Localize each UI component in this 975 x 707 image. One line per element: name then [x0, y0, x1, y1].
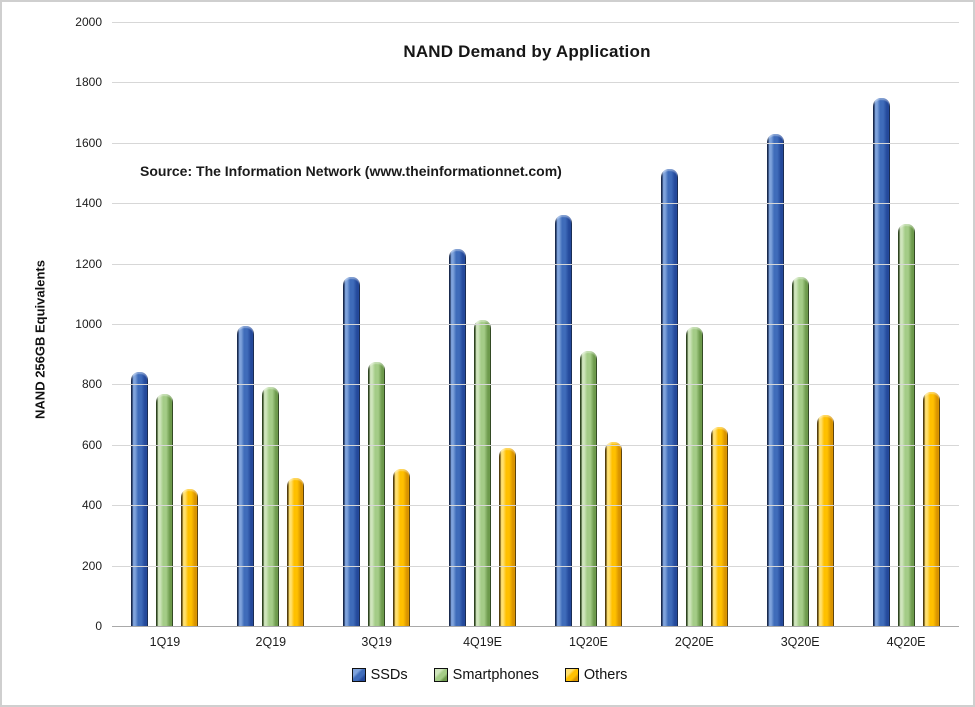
gridline [112, 22, 959, 23]
bar-others-4q19e [499, 447, 517, 626]
bar-group-3q19 [324, 22, 430, 626]
plot-area [112, 22, 959, 627]
x-tick-label-3q20e: 3Q20E [780, 635, 820, 649]
y-tick-label: 1600 [75, 135, 102, 150]
bar-others-1q19 [181, 488, 199, 626]
bar-ssds-4q19e [449, 248, 467, 626]
bar-smartphones-2q20e [685, 327, 703, 626]
x-tick-label-2q19: 2Q19 [255, 635, 287, 649]
y-tick-label: 200 [81, 558, 102, 573]
x-tick-label-1q19: 1Q19 [149, 635, 181, 649]
bar-group-4q19e [430, 22, 536, 626]
bar-smartphones-3q20e [791, 277, 809, 626]
chart-title: NAND Demand by Application [403, 42, 651, 61]
legend-item-others: Others [564, 667, 628, 683]
x-tick-label-1q20e: 1Q20E [568, 635, 608, 649]
y-tick-label: 0 [95, 619, 102, 633]
x-tick-label-4q20e: 4Q20E [886, 635, 926, 649]
bar-smartphones-1q20e [579, 351, 597, 626]
bar-group-3q20e [747, 22, 853, 626]
gridline [112, 203, 959, 205]
gridline [112, 444, 959, 446]
legend-marker-ssds-icon [351, 668, 366, 682]
bar-group-2q20e [641, 22, 747, 626]
bar-smartphones-4q19e [474, 319, 492, 626]
x-axis-labels: 1Q19 2Q19 3Q19 4Q19E 1Q20E 2Q20E 3Q20E 4Q20E [112, 635, 959, 649]
gridline [112, 82, 959, 84]
legend-marker-smartphones-icon [433, 668, 448, 682]
legend: SSDs Smartphones Others [2, 667, 973, 683]
y-tick-label: 1000 [75, 317, 102, 331]
source-note: Source: The Information Network (www.the… [140, 163, 562, 179]
legend-label: Smartphones [452, 667, 539, 683]
bar-ssds-3q20e [766, 133, 784, 626]
gridline [112, 263, 959, 265]
bar-smartphones-3q19 [368, 361, 386, 626]
x-tick-label-2q20e: 2Q20E [674, 635, 714, 649]
gridline [112, 324, 959, 325]
bar-ssds-1q19 [131, 372, 149, 626]
bar-smartphones-2q19 [262, 387, 280, 626]
bar-ssds-2q20e [660, 168, 678, 626]
y-tick-label: 400 [81, 498, 102, 513]
y-tick-label: 600 [81, 437, 102, 452]
legend-item-ssds: SSDs [351, 667, 408, 683]
legend-label: Others [583, 667, 628, 683]
bar-others-4q20e [922, 391, 940, 626]
x-tick-label-4q19e: 4Q19E [463, 635, 503, 649]
gridline [112, 384, 959, 386]
bar-others-2q20e [710, 426, 728, 626]
y-tick-label: 1800 [75, 75, 102, 90]
legend-label: SSDs [370, 667, 408, 683]
y-tick-label: 1400 [75, 196, 102, 211]
bar-group-1q19 [112, 22, 218, 626]
legend-marker-others-icon [564, 668, 579, 682]
x-tick-label-3q19: 3Q19 [361, 635, 392, 649]
bar-others-3q20e [816, 414, 834, 626]
y-tick-label: 800 [81, 377, 102, 392]
gridline [112, 565, 959, 567]
y-tick-label: 1200 [75, 256, 102, 271]
bar-ssds-3q19 [343, 277, 361, 626]
bar-smartphones-1q19 [156, 393, 174, 626]
bar-others-3q19 [393, 469, 411, 626]
legend-item-smartphones: Smartphones [433, 667, 539, 683]
bar-ssds-4q20e [872, 97, 890, 626]
bar-group-1q20e [536, 22, 642, 626]
bar-others-1q20e [604, 441, 622, 626]
bar-others-2q19 [287, 478, 305, 626]
bar-ssds-2q19 [237, 325, 255, 626]
gridline [112, 142, 959, 144]
x-axis-line [112, 626, 959, 627]
bar-ssds-1q20e [554, 215, 572, 626]
gridline [112, 505, 959, 507]
y-tick-label: 2000 [75, 15, 102, 29]
